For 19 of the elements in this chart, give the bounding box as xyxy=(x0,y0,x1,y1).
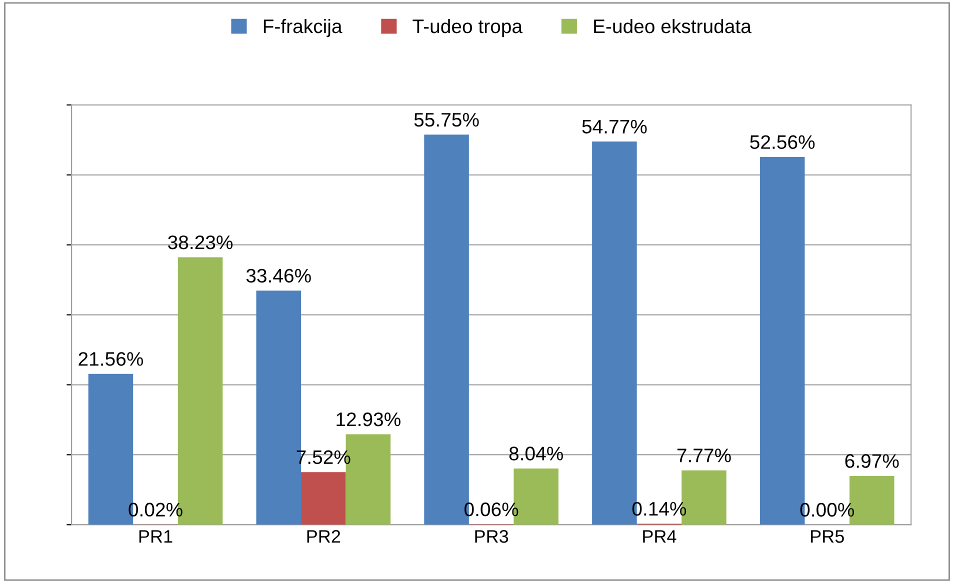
bar xyxy=(301,472,346,525)
data-label: 55.75% xyxy=(414,112,479,127)
legend-label: F-frakcija xyxy=(264,18,342,38)
data-label: 21.56% xyxy=(78,352,144,366)
data-label: 33.46% xyxy=(246,268,311,283)
data-label: 7.77% xyxy=(677,448,731,462)
x-tick-label: PR4 xyxy=(643,530,676,543)
data-label: 54.77% xyxy=(582,120,647,134)
x-tick-label: PR5 xyxy=(811,530,844,543)
x-tick-label: PR1 xyxy=(139,530,172,543)
data-label: 12.93% xyxy=(336,412,400,426)
legend-label: T-udeo tropa xyxy=(412,18,523,38)
data-label: 52.56% xyxy=(750,135,815,149)
x-tick-label: PR3 xyxy=(475,530,508,543)
legend-label: E-udeo ekstrudata xyxy=(594,18,752,34)
data-label: 6.97% xyxy=(845,454,899,468)
x-tick-label: PR2 xyxy=(307,530,340,543)
data-label: 8.04% xyxy=(509,446,563,460)
data-label: 38.23% xyxy=(168,235,233,250)
